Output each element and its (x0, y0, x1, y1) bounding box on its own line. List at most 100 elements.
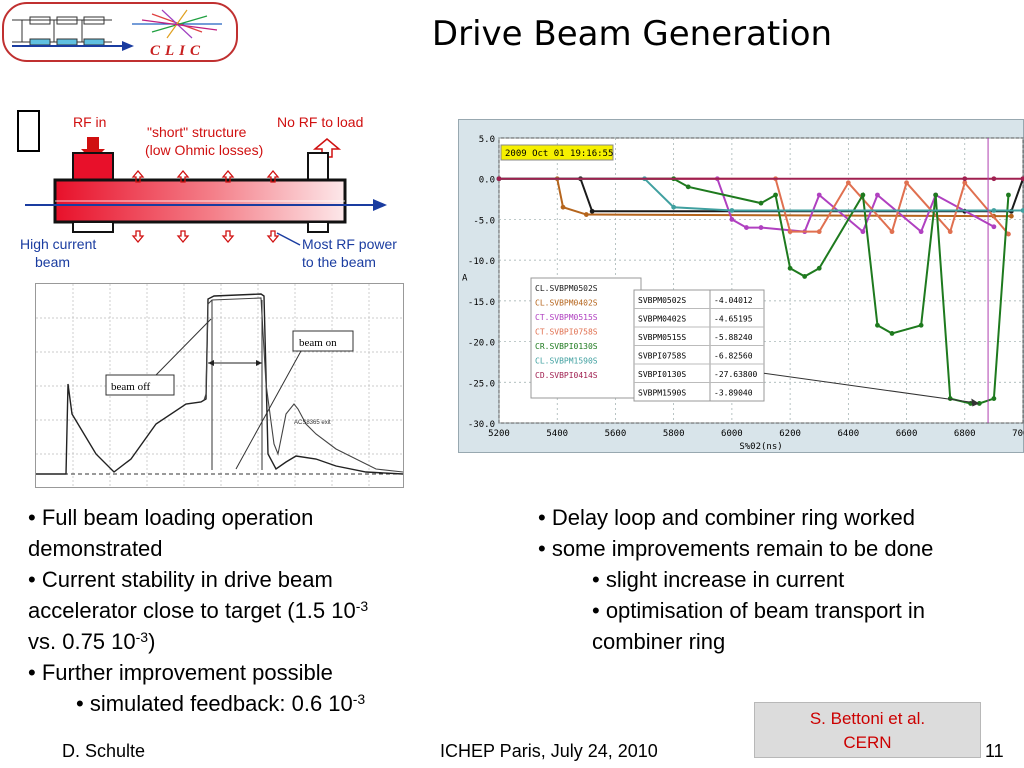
x-tick-label: 6800 (954, 429, 976, 439)
series-point (802, 274, 808, 279)
readout-name: SVBPI0130S (638, 370, 686, 379)
timestamp-label: 2009 Oct 01 19:16:55 (505, 149, 613, 159)
svg-text:"short" structure: "short" structure (147, 124, 247, 140)
series-point (583, 212, 589, 217)
series-point (875, 192, 880, 198)
series-point (787, 229, 793, 235)
series-line (499, 177, 995, 234)
series-point (1008, 213, 1014, 219)
bpm-chart-panel: 5.0 0.0 -5.0 -10.0 -15.0 -20.0 -25.0 -30.0 5200 5… (458, 119, 1024, 453)
series-point (1006, 231, 1011, 237)
oscilloscope-trace: beam off beam on ACS8365 exit (35, 283, 404, 488)
right-bullets: • Delay loop and combiner ring worked • … (538, 502, 933, 657)
series-line (499, 177, 1010, 235)
x-axis-label: S%02(ns) (739, 442, 782, 452)
bullet-full-beam-loading-cont: demonstrated (28, 536, 163, 561)
legend-entry: CL.SVBPM0502S (535, 284, 598, 293)
series-point (918, 229, 924, 235)
readout-name: SVBPM1590S (638, 389, 686, 398)
series-point (729, 217, 735, 222)
x-tick-label: 5800 (663, 429, 685, 439)
bullet-slight-increase: • slight increase in current (592, 567, 845, 592)
legend-entry: CL.SVBPM0402S (535, 299, 598, 308)
x-tick-label: 5600 (605, 429, 627, 439)
rf-structure-diagram: RF in "short" structure (low Ohmic losse… (15, 105, 420, 275)
series-point (962, 180, 968, 186)
rf-diagram-graphic: RF in "short" structure (low Ohmic losse… (20, 114, 397, 270)
x-tick-label: 6600 (896, 429, 918, 439)
series-point (947, 229, 953, 235)
legend-entry: CL.SVBPM1590S (535, 357, 598, 366)
legend-entry: CT.SVBPM0515S (535, 313, 598, 322)
svg-text:No RF to load: No RF to load (277, 114, 363, 130)
missing-glyph-box (17, 110, 40, 152)
clic-logo-graphic: CLIC (2, 2, 238, 62)
svg-text:CLIC: CLIC (150, 43, 205, 59)
x-tick-label: 6000 (721, 429, 743, 439)
svg-text:to the beam: to the beam (302, 254, 376, 270)
series-point (991, 224, 997, 230)
series-point (773, 192, 778, 198)
scope-graphic: beam off beam on ACS8365 exit (36, 284, 404, 487)
x-tick-label: 7000 (1012, 429, 1024, 439)
svg-text:RF in: RF in (73, 114, 106, 130)
legend-entry: CR.SVBPI0130S (535, 342, 598, 351)
credit-authors: S. Bettoni et al. (809, 709, 926, 728)
series-point (816, 192, 822, 198)
series-point (860, 229, 866, 235)
x-tick-label: 6400 (837, 429, 859, 439)
series-point (991, 176, 997, 182)
bullet-current-stability: • Current stability in drive beam (28, 567, 333, 592)
series-point (904, 180, 909, 186)
readout-value: -27.63800 (714, 370, 758, 379)
credit-institution: CERN (843, 733, 892, 752)
y-tick-label: -30.0 (468, 420, 495, 430)
series-point (845, 180, 851, 186)
series-point (758, 225, 764, 230)
bullet-further-improvement: • Further improvement possible (28, 660, 333, 685)
series-point (1006, 192, 1011, 198)
y-tick-label: 5.0 (479, 135, 495, 145)
series-point (875, 322, 880, 328)
svg-text:ACS8365 exit: ACS8365 exit (294, 420, 331, 426)
svg-text:beam off: beam off (111, 381, 151, 393)
svg-text:beam on: beam on (299, 337, 337, 349)
y-tick-label: -5.0 (473, 216, 495, 226)
svg-text:Most RF power: Most RF power (302, 236, 397, 252)
series-point (496, 176, 502, 182)
svg-text:High current: High current (20, 236, 96, 252)
readout-pointer-head (971, 398, 980, 407)
series-point (560, 204, 566, 210)
series-point (729, 208, 735, 213)
series-point (991, 208, 997, 213)
series-point (918, 322, 924, 328)
x-tick-label: 6200 (779, 429, 801, 439)
x-tick-label: 5200 (488, 429, 510, 439)
series-point (744, 225, 749, 230)
svg-text:(low Ohmic losses): (low Ohmic losses) (145, 142, 263, 158)
footer-event: ICHEP Paris, July 24, 2010 (440, 741, 658, 761)
series-point (962, 176, 968, 182)
series-point (933, 192, 939, 198)
series-point (589, 208, 595, 214)
bullet-current-stability-line3: vs. 0.75 10-3) (28, 629, 156, 654)
readout-value: -4.04012 (714, 296, 753, 305)
legend-entry: CD.SVBPI0414S (535, 371, 598, 380)
x-tick-label: 5400 (546, 429, 568, 439)
readout-name: SVBPM0502S (638, 296, 686, 305)
bullet-optimisation-cont: combiner ring (592, 629, 726, 654)
bullet-improvements: • some improvements remain to be done (538, 536, 934, 561)
series-point (671, 204, 677, 210)
series-point (889, 331, 895, 336)
legend-entry: CT.SVBPI0758S (535, 328, 598, 337)
bullet-optimisation: • optimisation of beam transport in (592, 598, 925, 623)
legend-box (530, 277, 642, 399)
readout-name: SVBPI0758S (638, 352, 686, 361)
bullet-full-beam-loading: • Full beam loading operation (28, 505, 314, 530)
series-point (758, 200, 764, 206)
readout-name: SVBPM0402S (638, 315, 686, 324)
series-point (685, 184, 691, 190)
credit-box: S. Bettoni et al. CERN (754, 702, 981, 758)
bullet-delay-loop: • Delay loop and combiner ring worked (538, 505, 916, 530)
